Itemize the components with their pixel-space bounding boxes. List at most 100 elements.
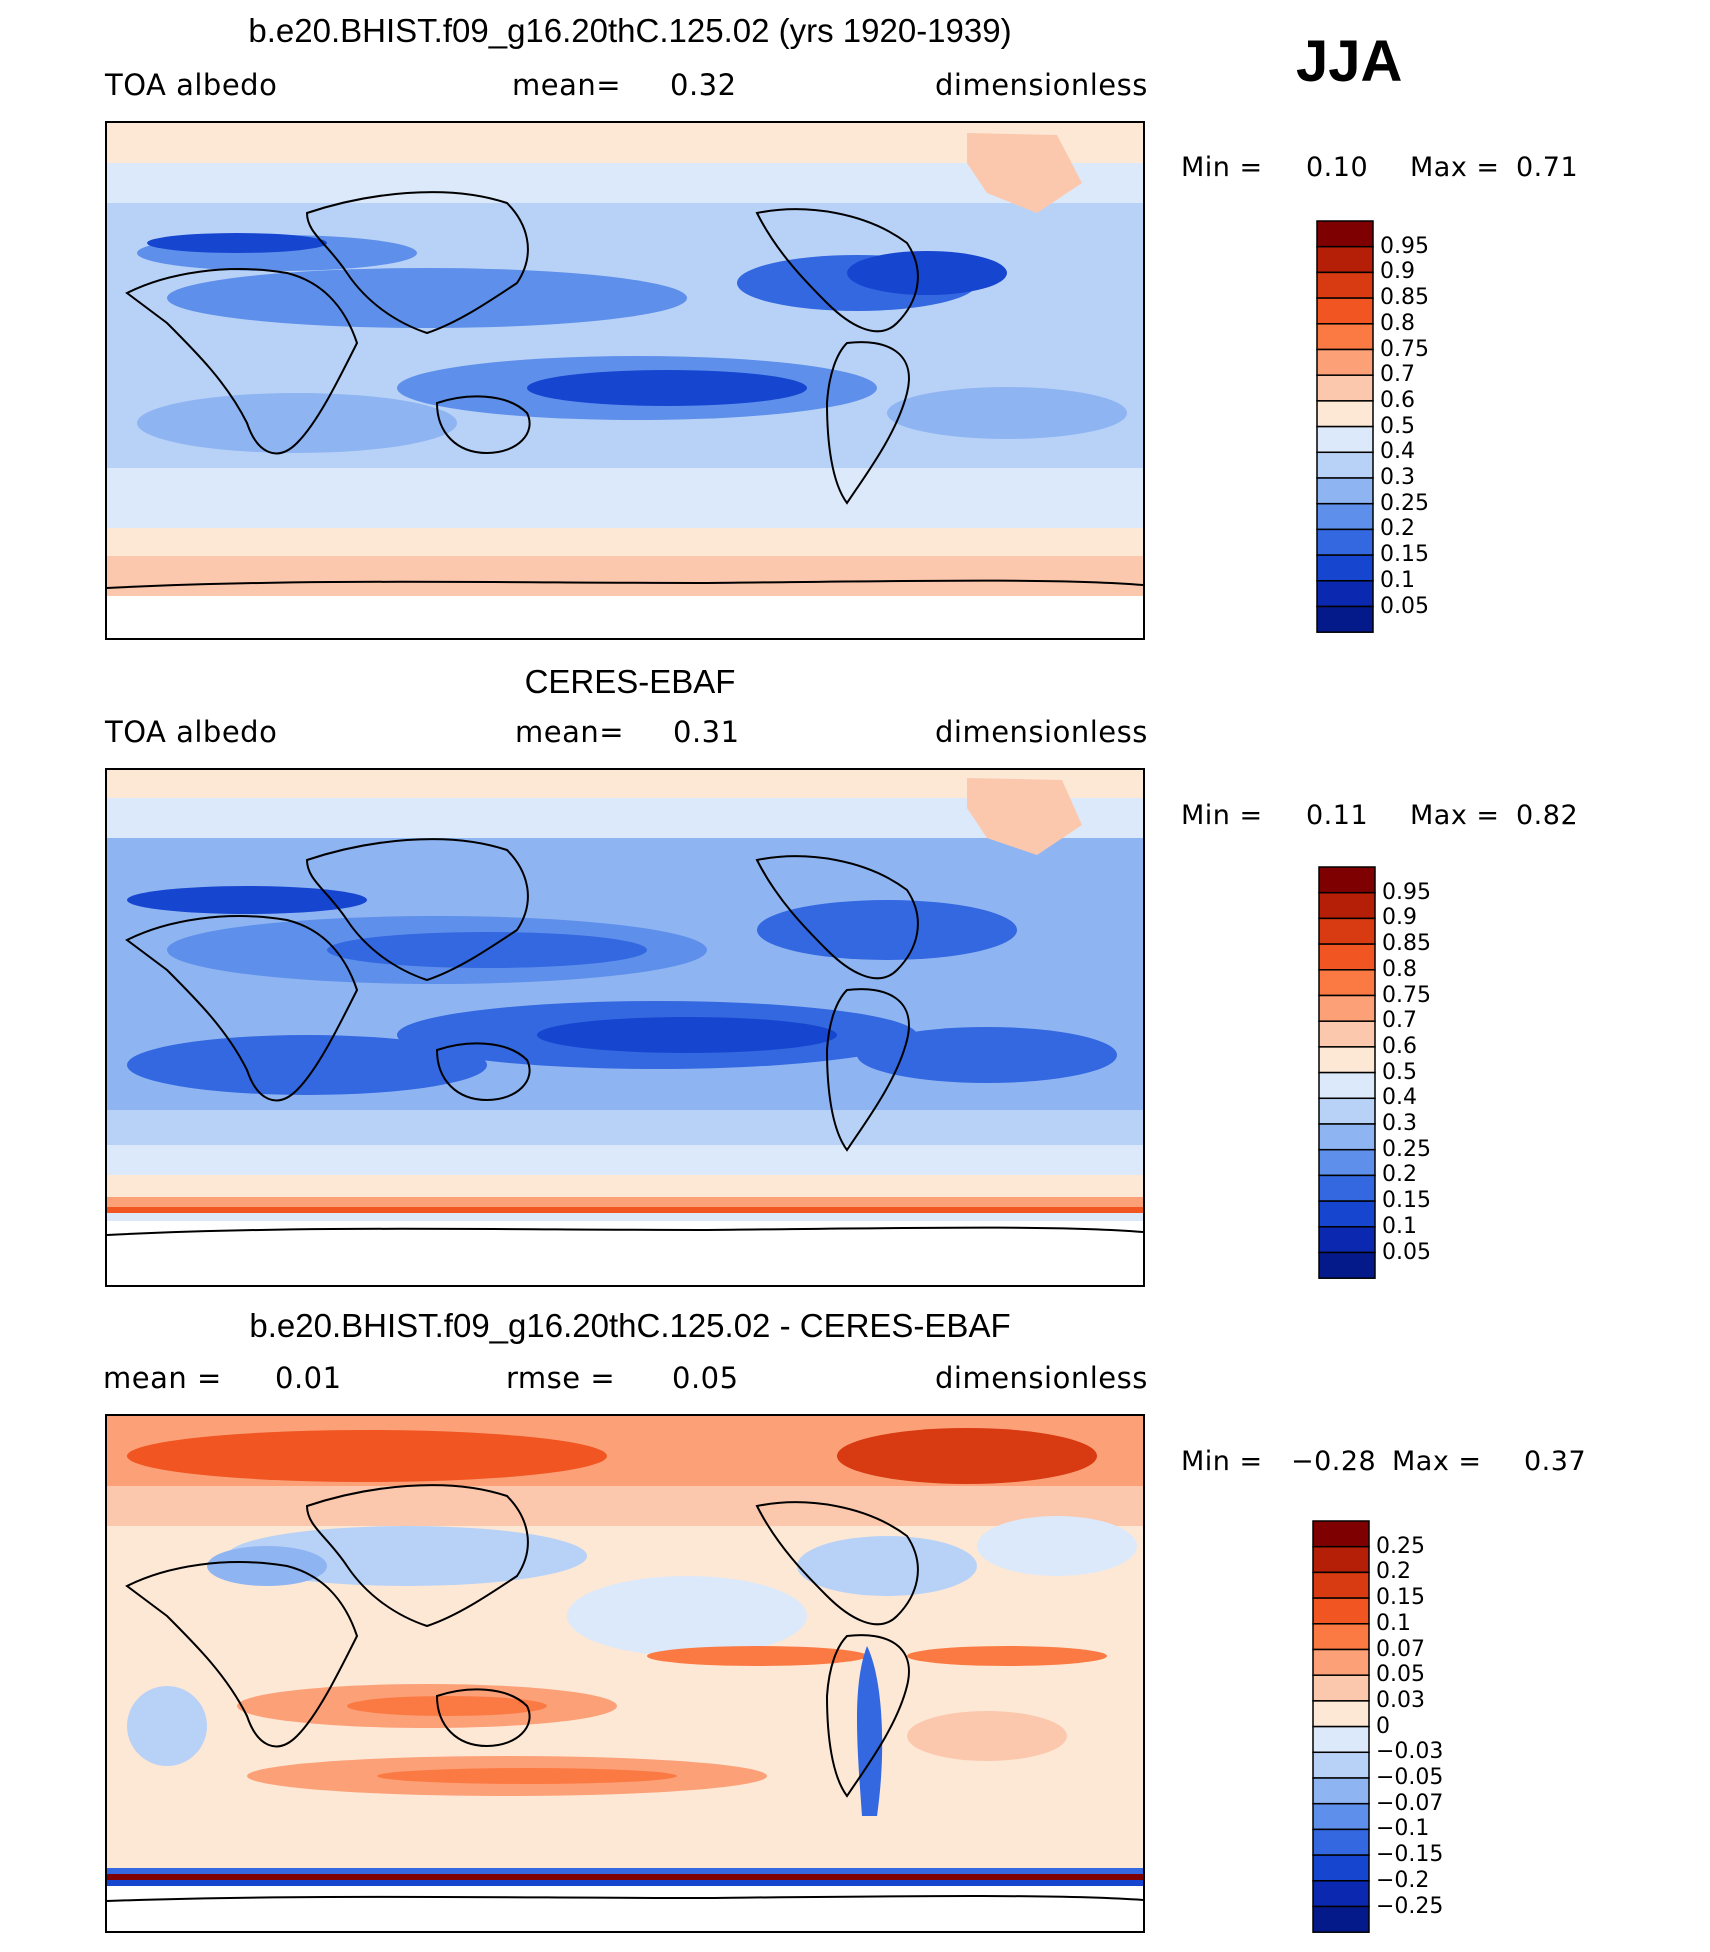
colorbar-box <box>1316 297 1374 325</box>
colorbar-box <box>1318 1148 1376 1177</box>
colorbar-box <box>1318 1071 1376 1100</box>
colorbar-box <box>1316 528 1374 556</box>
panel-1-map-field <box>107 123 1143 638</box>
colorbar-boxes <box>1312 1520 1370 1933</box>
colorbar-box <box>1316 323 1374 351</box>
panel-1-min-label: Min = <box>1181 152 1263 183</box>
colorbar-box <box>1318 866 1376 894</box>
colorbar-tick-label: −0.25 <box>1376 1893 1444 1919</box>
colorbar-box <box>1316 374 1374 402</box>
panel-3-min-label: Min = <box>1181 1446 1263 1477</box>
colorbar-tick-label: −0.03 <box>1376 1739 1444 1765</box>
colorbar-box <box>1318 1174 1376 1202</box>
colorbar-tick-label: 0.8 <box>1380 310 1415 336</box>
panel-3-mean-value: 0.01 <box>275 1361 342 1395</box>
colorbar-tick-label: −0.1 <box>1376 1816 1430 1842</box>
colorbar-tick-label: −0.07 <box>1376 1790 1444 1816</box>
colorbar-tick-label: 0.85 <box>1382 931 1431 957</box>
panel-3-min-value: −0.28 <box>1291 1446 1377 1477</box>
panel-3-rmse-value: 0.05 <box>672 1361 739 1395</box>
panel-1-max-value: 0.71 <box>1516 152 1579 183</box>
colorbar-box <box>1316 348 1374 376</box>
colorbar-box <box>1318 943 1376 971</box>
panel-3-title: b.e20.BHIST.f09_g16.20thC.125.02 - CERES… <box>249 1307 1011 1344</box>
colorbar-box <box>1318 1226 1376 1254</box>
colorbar-box <box>1316 477 1374 505</box>
colorbar-box <box>1312 1597 1370 1625</box>
colorbar-tick-label: 0.25 <box>1380 490 1429 516</box>
colorbar-tick-label: 0.2 <box>1382 1162 1417 1188</box>
panel-3-max-value: 0.37 <box>1524 1446 1587 1477</box>
panel-2-mean-label: mean= <box>515 715 625 749</box>
colorbar-tick-label: 0.05 <box>1380 593 1429 619</box>
colorbar-tick-label: 0.9 <box>1382 905 1417 931</box>
colorbar-box <box>1316 425 1374 454</box>
colorbar-box <box>1312 1802 1370 1831</box>
panel-3-map <box>105 1414 1145 1933</box>
colorbar-box <box>1312 1828 1370 1856</box>
panel-3-max-label: Max = <box>1392 1446 1482 1477</box>
panel-2-map-field <box>107 770 1143 1285</box>
season-label: JJA <box>1296 29 1403 94</box>
panel-3-units-label: dimensionless <box>935 1361 1148 1395</box>
colorbar-box <box>1318 969 1376 997</box>
colorbar-box <box>1316 502 1374 531</box>
colorbar-box <box>1316 605 1374 633</box>
colorbar-tick-label: 0.07 <box>1376 1636 1425 1662</box>
panel-1-units-label: dimensionless <box>935 68 1148 102</box>
colorbar-tick-label: 0.75 <box>1380 336 1429 362</box>
colorbar-box <box>1316 451 1374 479</box>
colorbar-box <box>1318 1020 1376 1048</box>
panel-2-variable-label: TOA albedo <box>105 715 278 749</box>
panel-1-mean-label: mean= <box>512 68 622 102</box>
panel-2-mean-value: 0.31 <box>673 715 740 749</box>
colorbar-tick-label: 0.25 <box>1382 1136 1431 1162</box>
colorbar-box <box>1318 1097 1376 1125</box>
panel-3-rmse-label: rmse = <box>506 1361 616 1395</box>
panel-1-max-label: Max = <box>1410 152 1500 183</box>
colorbar-tick-label: 0.5 <box>1380 413 1415 439</box>
colorbar-box <box>1318 1251 1376 1279</box>
colorbar-tick-label: 0 <box>1376 1713 1390 1739</box>
panel-3-mean-label: mean = <box>103 1361 222 1395</box>
colorbar-box <box>1312 1623 1370 1651</box>
colorbar-tick-label: 0.1 <box>1376 1610 1411 1636</box>
colorbar-tick-label: 0.75 <box>1382 982 1431 1008</box>
colorbar-box <box>1318 994 1376 1022</box>
colorbar-box <box>1312 1571 1370 1599</box>
colorbar-box <box>1318 891 1376 920</box>
panel-1-variable-label: TOA albedo <box>105 68 278 102</box>
colorbar-box <box>1316 271 1374 299</box>
panel-2-units-label: dimensionless <box>935 715 1148 749</box>
colorbar-box <box>1312 1648 1370 1676</box>
colorbar-tick-label: 0.9 <box>1380 259 1415 285</box>
panel-1-mean-value: 0.32 <box>670 68 737 102</box>
colorbar-boxes <box>1316 220 1374 633</box>
colorbar-tick-label: 0.6 <box>1382 1033 1417 1059</box>
colorbar-tick-label: −0.15 <box>1376 1842 1444 1868</box>
panel-2-max-value: 0.82 <box>1516 800 1579 831</box>
colorbar-tick-label: 0.7 <box>1382 1008 1417 1034</box>
colorbar-box <box>1316 554 1374 582</box>
colorbar-box <box>1316 220 1374 248</box>
colorbar-tick-label: 0.4 <box>1380 439 1415 465</box>
colorbar-tick-label: 0.3 <box>1382 1111 1417 1136</box>
colorbar-tick-label: 0.15 <box>1380 542 1429 568</box>
colorbar-tick-label: 0.15 <box>1382 1188 1431 1214</box>
colorbar-tick-label: 0.4 <box>1382 1085 1417 1111</box>
colorbar-box <box>1312 1880 1370 1908</box>
colorbar-box <box>1312 1700 1370 1728</box>
colorbar-tick-label: 0.05 <box>1382 1239 1431 1265</box>
colorbar-box <box>1312 1854 1370 1882</box>
colorbar-box <box>1312 1777 1370 1805</box>
colorbar-tick-label: 0.1 <box>1380 567 1415 593</box>
colorbar-box <box>1318 1046 1376 1074</box>
colorbar-box <box>1312 1545 1370 1574</box>
colorbar-box <box>1318 1200 1376 1228</box>
colorbar-box <box>1318 1123 1376 1151</box>
colorbar-tick-label: 0.2 <box>1376 1559 1411 1585</box>
colorbar-tick-label: 0.95 <box>1382 879 1431 905</box>
colorbar-box <box>1316 580 1374 608</box>
panel-1-title: b.e20.BHIST.f09_g16.20thC.125.02 (yrs 19… <box>248 12 1012 49</box>
colorbar-tick-label: 0.5 <box>1382 1059 1417 1085</box>
